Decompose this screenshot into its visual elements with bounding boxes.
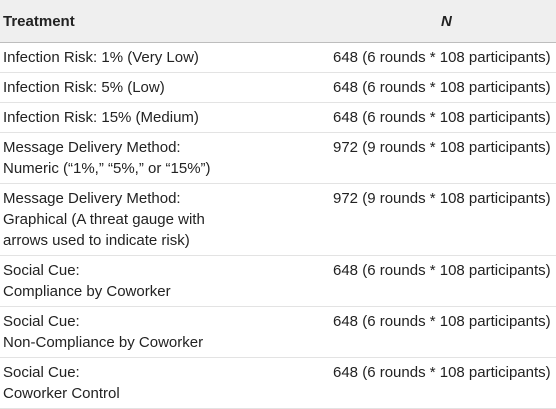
table-body: Infection Risk: 1% (Very Low) 648 (6 roun… xyxy=(0,42,556,409)
n-cell: 648 (6 rounds * 108 participants) xyxy=(313,102,556,133)
header-cell: Treatment xyxy=(0,0,313,43)
treatment-line: Infection Risk: 5% (Low) xyxy=(3,79,165,96)
treatment-line: Social Cue: xyxy=(3,262,80,279)
treatment-line: Coworker Control xyxy=(3,385,120,402)
treatment-line: Message Delivery Method: xyxy=(3,139,181,156)
n-cell: 972 (9 rounds * 108 participants) xyxy=(313,132,556,184)
treatment-line: Non-Compliance by Coworker xyxy=(3,334,204,351)
table-row: Infection Risk: 15% (Medium) 648 (6 round… xyxy=(0,102,556,133)
n-cell: 648 (6 rounds * 108 participants) xyxy=(313,306,556,358)
n-cell: 648 (6 rounds * 108 participants) xyxy=(313,357,556,409)
treatment-line: Social Cue: xyxy=(3,313,80,330)
treatment-cell: Message Delivery Method: Numeric (“1%,” “… xyxy=(0,132,313,184)
table-row: Infection Risk: 1% (Very Low) 648 (6 roun… xyxy=(0,42,556,73)
treatment-line: Compliance by Coworker xyxy=(3,283,171,300)
treatment-cell: Infection Risk: 15% (Medium) xyxy=(0,102,313,133)
treatment-line: Graphical (A threat gauge with xyxy=(3,211,205,228)
header-row: Treatment N xyxy=(0,0,556,43)
treatment-cell: Infection Risk: 1% (Very Low) xyxy=(0,42,313,73)
n-cell: 648 (6 rounds * 108 participants) xyxy=(313,72,556,103)
n-cell: 648 (6 rounds * 108 participants) xyxy=(313,42,556,73)
table-row: Infection Risk: 5% (Low) 648 (6 rounds * … xyxy=(0,72,556,103)
n-cell: 648 (6 rounds * 108 participants) xyxy=(313,255,556,307)
treatment-line: arrows used to indicate risk) xyxy=(3,232,190,249)
table-row: Message Delivery Method: Numeric (“1%,” “… xyxy=(0,132,556,184)
table-row: Social Cue: Compliance by Coworker 648 (6 … xyxy=(0,255,556,307)
table-row: Social Cue: Coworker Control 648 (6 rounds… xyxy=(0,357,556,409)
treatment-cell: Message Delivery Method: Graphical (A thr… xyxy=(0,183,313,256)
n-cell: 972 (9 rounds * 108 participants) xyxy=(313,183,556,256)
treatment-line: Infection Risk: 15% (Medium) xyxy=(3,109,199,126)
treatment-cell: Social Cue: Coworker Control xyxy=(0,357,313,409)
treatment-line: Numeric (“1%,” “5%,” or “15%”) xyxy=(3,160,211,177)
treatment-line: Message Delivery Method: xyxy=(3,190,181,207)
treatment-line: Social Cue: xyxy=(3,364,80,381)
treatment-cell: Infection Risk: 5% (Low) xyxy=(0,72,313,103)
table-row: Message Delivery Method: Graphical (A thr… xyxy=(0,183,556,256)
treatment-cell: Social Cue: Compliance by Coworker xyxy=(0,255,313,307)
header-cell: N xyxy=(313,0,556,43)
table-row: Social Cue: Non-Compliance by Coworker 648… xyxy=(0,306,556,358)
treatment-line: Infection Risk: 1% (Very Low) xyxy=(3,49,199,66)
treatment-cell: Social Cue: Non-Compliance by Coworker xyxy=(0,306,313,358)
